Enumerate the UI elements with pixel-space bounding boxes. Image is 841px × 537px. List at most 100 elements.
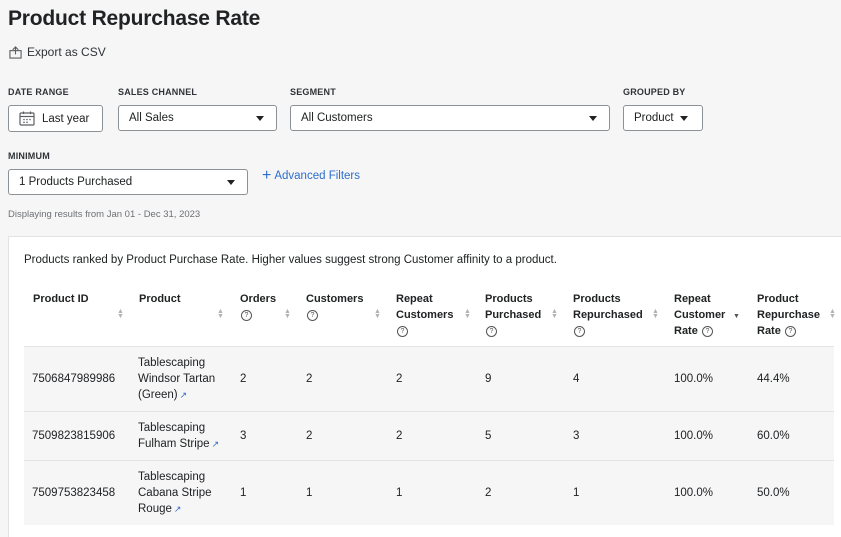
table-row[interactable]: 7506847989986 Tablescaping Windsor Tarta… [24,347,834,411]
cell-product-repurchase-rate: 50.0% [757,487,790,499]
sort-icon[interactable]: ▲ ▼ [829,308,836,320]
cell-repeat-customers: 2 [396,430,403,442]
header-product-id-label: Product ID [33,293,89,305]
sort-icon[interactable]: ▲ ▼ [652,308,659,320]
cell-product-repurchase-rate: 60.0% [757,430,790,442]
divider [24,346,834,347]
header-products-purchased-label: Products [485,293,533,305]
help-icon[interactable]: ? [784,325,796,337]
help-icon[interactable]: ? [486,325,497,337]
header-customers-label: Customers [306,293,364,305]
date-range-label: DATE RANGE [8,87,69,97]
divider [24,411,834,412]
cell-products-repurchased: 3 [573,430,580,442]
cell-products-repurchased: 4 [573,373,580,385]
report-card: Products ranked by Product Purchase Rate… [8,236,841,537]
sort-descending-icon[interactable]: ▼ [733,313,740,320]
cell-customers: 2 [306,373,313,385]
header-repeat-customers[interactable]: Repeat Customers ? [396,291,453,339]
cell-product-id: 7509823815906 [32,430,116,442]
sales-channel-label: SALES CHANNEL [118,87,198,97]
cell-orders: 3 [240,430,247,442]
header-product-id[interactable]: Product ID [33,291,89,307]
sort-icon[interactable]: ▲ ▼ [551,308,558,320]
help-icon[interactable]: ? [307,309,318,321]
date-range-button[interactable]: Last year [8,105,103,132]
cell-product[interactable]: Tablescaping Cabana Stripe Rouge ↗ [138,469,212,517]
sales-channel-select[interactable]: All Sales [118,105,277,131]
report-description: Products ranked by Product Purchase Rate… [24,254,557,266]
cell-product-id: 7509753823458 [32,487,116,499]
header-repeat-customers-label: Customers [396,309,454,321]
help-icon[interactable]: ? [397,325,408,337]
cell-products-purchased: 5 [485,430,492,442]
advanced-filters-button[interactable]: + Advanced Filters [262,167,360,184]
header-repurchase-rate-label: Repurchase [757,309,820,321]
external-link-icon[interactable]: ↗ [211,439,220,449]
segment-label: SEGMENT [290,87,336,97]
chevron-down-icon [227,180,235,185]
header-products-purchased[interactable]: Products Purchased ? [485,291,541,339]
cell-product-id: 7506847989986 [32,373,116,385]
grouped-by-value: Product [634,112,674,124]
sort-icon[interactable]: ▲ ▼ [374,308,381,320]
sort-icon[interactable]: ▲ ▼ [464,308,471,320]
minimum-label: MINIMUM [8,151,50,161]
cell-customers: 2 [306,430,313,442]
table-row[interactable]: 7509823815906 Tablescaping Fulham Stripe… [24,412,834,460]
calendar-icon [19,111,35,126]
header-customers[interactable]: Customers ? [306,291,363,323]
segment-select[interactable]: All Customers [290,105,610,131]
header-repurchase-rate-label: Rate [757,325,781,337]
chevron-down-icon [256,116,264,121]
plus-icon: + [262,167,272,184]
cell-customers: 1 [306,487,313,499]
sales-channel-value: All Sales [129,112,174,124]
chevron-down-icon [589,116,597,121]
external-link-icon[interactable]: ↗ [173,504,182,514]
header-product-label: Product [139,293,181,305]
cell-orders: 1 [240,487,247,499]
date-range-value: Last year [42,112,90,125]
minimum-value: 1 Products Purchased [19,176,133,188]
help-icon[interactable]: ? [574,325,585,337]
help-icon[interactable]: ? [701,325,713,337]
sort-icon[interactable]: ▲ ▼ [217,308,224,320]
cell-products-purchased: 2 [485,487,492,499]
export-icon [9,45,22,59]
product-name-line: Tablescaping [138,357,206,369]
cell-repeat-customers: 2 [396,373,403,385]
header-products-purchased-label: Purchased [485,309,542,321]
external-link-icon[interactable]: ↗ [179,390,188,400]
header-orders[interactable]: Orders ? [240,291,276,323]
cell-product-repurchase-rate: 44.4% [757,373,790,385]
page-title: Product Repurchase Rate [8,7,261,30]
header-repeat-rate-label: Repeat [674,293,711,305]
cell-repeat-customer-rate: 100.0% [674,430,714,442]
cell-product[interactable]: Tablescaping Windsor Tartan (Green) ↗ [138,355,215,403]
cell-repeat-customers: 1 [396,487,403,499]
header-products-repurchased-label: Repurchased [573,309,643,321]
header-product-repurchase-rate[interactable]: Product Repurchase Rate ? [757,291,820,339]
export-label: Export as CSV [27,45,106,59]
table-row[interactable]: 7509753823458 Tablescaping Cabana Stripe… [24,461,834,525]
cell-repeat-customer-rate: 100.0% [674,487,714,499]
header-product[interactable]: Product [139,291,181,307]
sort-icon[interactable]: ▲ ▼ [284,308,291,320]
cell-product[interactable]: Tablescaping Fulham Stripe ↗ [138,420,219,452]
header-repeat-rate-label: Customer [674,309,726,321]
grouped-by-select[interactable]: Product [623,105,703,131]
export-csv-button[interactable]: Export as CSV [9,45,106,59]
help-icon[interactable]: ? [241,309,252,321]
product-name-line: Cabana Stripe [138,487,212,499]
header-repeat-customer-rate[interactable]: Repeat Customer Rate ? [674,291,725,339]
minimum-select[interactable]: 1 Products Purchased [8,169,248,195]
cell-products-purchased: 9 [485,373,492,385]
product-name-line: Windsor Tartan [138,373,216,385]
sort-icon[interactable]: ▲ ▼ [117,308,124,320]
header-repeat-customers-label: Repeat [396,293,433,305]
header-orders-label: Orders [240,293,277,305]
header-products-repurchased[interactable]: Products Repurchased ? [573,291,643,339]
product-name-line: Rouge [138,503,172,515]
segment-value: All Customers [301,112,373,124]
